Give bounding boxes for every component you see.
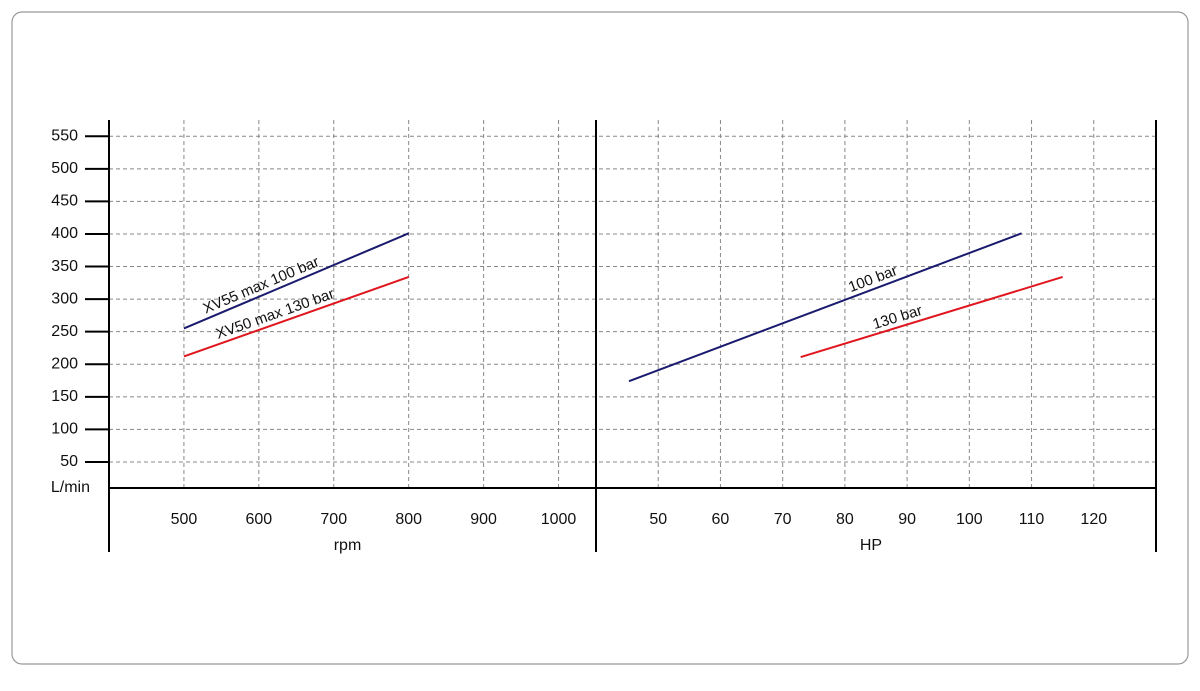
x-tick-label: 600 — [245, 511, 272, 528]
x-tick-label: 110 — [1019, 511, 1045, 528]
y-axis-label: L/min — [51, 479, 90, 496]
y-tick-label: 500 — [51, 160, 78, 177]
data-line — [183, 276, 410, 358]
y-tick-label: 250 — [51, 323, 78, 340]
x-tick-label: 120 — [1080, 511, 1107, 528]
y-tick-label: 350 — [51, 258, 78, 275]
data-line — [183, 232, 410, 330]
y-tick-label: 300 — [51, 290, 78, 307]
x-tick-label: 800 — [395, 511, 422, 528]
x-axis-label: HP — [860, 537, 882, 554]
y-tick-label: 50 — [60, 453, 78, 470]
x-tick-label: 60 — [712, 511, 730, 528]
frame — [11, 11, 1189, 665]
y-tick-label: 150 — [51, 388, 78, 405]
x-tick-label: 500 — [171, 511, 198, 528]
y-tick-label: 550 — [51, 128, 78, 145]
data-line — [800, 276, 1063, 359]
y-tick-label: 400 — [51, 225, 78, 242]
x-tick-label: 700 — [320, 511, 347, 528]
y-tick-label: 450 — [51, 193, 78, 210]
y-tick-label: 200 — [51, 355, 78, 372]
y-tick-label: 100 — [51, 421, 78, 438]
x-tick-label: 50 — [649, 511, 667, 528]
x-tick-label: 100 — [956, 511, 983, 528]
x-tick-label: 80 — [836, 511, 854, 528]
x-tick-label: 900 — [470, 511, 497, 528]
x-tick-label: 90 — [898, 511, 916, 528]
x-axis-label: rpm — [334, 537, 362, 554]
x-tick-label: 70 — [774, 511, 792, 528]
data-line — [628, 232, 1022, 383]
x-tick-label: 1000 — [541, 511, 577, 528]
